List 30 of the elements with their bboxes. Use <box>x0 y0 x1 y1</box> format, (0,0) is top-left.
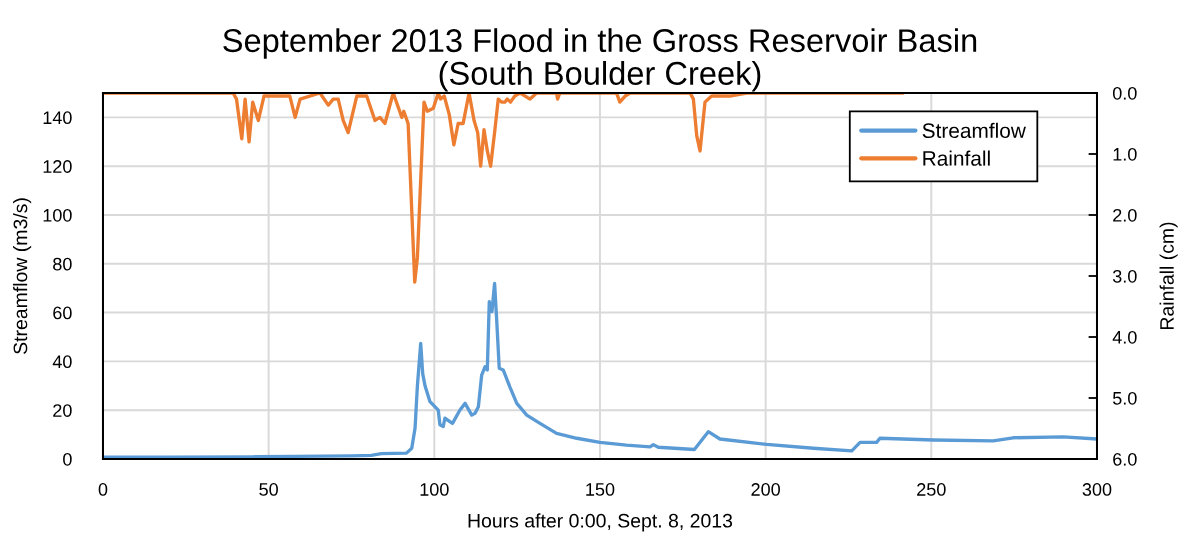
y2-tick-label: 6.0 <box>1113 452 1137 466</box>
y-tick-label: 0 <box>63 452 72 466</box>
y-tick-label: 60 <box>53 306 72 320</box>
x-tick-label: 50 <box>259 483 278 496</box>
x-tick-label: 100 <box>420 483 449 496</box>
legend-label: Rainfall <box>923 150 990 166</box>
x-tick-label: 150 <box>586 483 615 496</box>
y2-axis-title: Rainfall (cm) <box>1159 222 1178 329</box>
y-tick-label: 140 <box>43 111 72 125</box>
y-tick-label: 80 <box>53 257 72 271</box>
y-tick-label: 100 <box>43 208 72 222</box>
line-series <box>102 92 905 284</box>
x-tick-label: 300 <box>1082 483 1112 496</box>
y-axis-title: Streamflow (m3/s) <box>13 198 32 354</box>
line-series <box>102 281 1097 459</box>
y2-tick-label: 1.0 <box>1113 147 1137 161</box>
chart-title: September 2013 Flood in the Gross Reservoir Basin (South Boulder Creek) <box>223 28 977 92</box>
x-tick-label: 200 <box>751 483 780 496</box>
y2-tick-label: 4.0 <box>1112 330 1137 344</box>
y-tick-label: 40 <box>52 355 72 369</box>
y-tick-label: 20 <box>53 404 72 417</box>
y2-tick-label: 5.0 <box>1112 391 1137 405</box>
x-tick-label: 0 <box>98 483 108 496</box>
legend-label: Streamflow <box>922 122 1026 139</box>
y2-tick-label: 3.0 <box>1112 269 1137 283</box>
y-tick-label: 120 <box>43 160 72 173</box>
x-axis-title: Hours after 0:00, Sept. 8, 2013 <box>468 513 733 532</box>
y2-tick-label: 2.0 <box>1113 208 1137 222</box>
x-tick-label: 250 <box>917 483 946 496</box>
y2-tick-label: 0.0 <box>1112 86 1137 100</box>
